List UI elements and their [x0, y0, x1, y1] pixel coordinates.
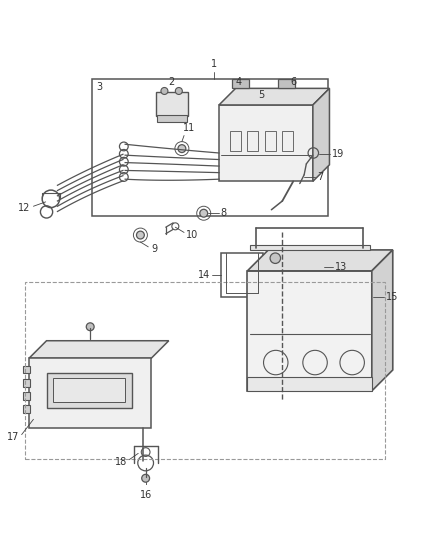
- Bar: [25, 282, 385, 458]
- Circle shape: [200, 209, 208, 217]
- Text: 2: 2: [168, 77, 174, 87]
- Text: 19: 19: [332, 149, 344, 159]
- Circle shape: [178, 144, 186, 152]
- Text: 10: 10: [186, 230, 198, 240]
- Bar: [46, 374, 132, 408]
- Text: 13: 13: [335, 262, 347, 271]
- Bar: [247, 131, 258, 151]
- Circle shape: [161, 87, 168, 94]
- Bar: [232, 79, 249, 88]
- Text: 9: 9: [151, 244, 157, 254]
- Bar: [247, 377, 372, 391]
- Text: 18: 18: [115, 457, 127, 467]
- Polygon shape: [372, 250, 393, 391]
- Bar: [250, 245, 370, 250]
- Text: 14: 14: [198, 270, 210, 280]
- Polygon shape: [313, 88, 329, 181]
- Bar: [278, 79, 294, 88]
- Circle shape: [86, 323, 94, 330]
- Bar: [221, 253, 263, 297]
- Text: 16: 16: [140, 490, 152, 500]
- Text: 3: 3: [96, 82, 102, 92]
- Polygon shape: [29, 341, 169, 358]
- Text: 7: 7: [317, 172, 324, 182]
- Text: 12: 12: [18, 203, 30, 213]
- Polygon shape: [247, 250, 393, 271]
- Polygon shape: [219, 88, 329, 105]
- Text: 4: 4: [236, 77, 242, 87]
- Text: 5: 5: [258, 91, 265, 100]
- Text: 8: 8: [220, 208, 226, 218]
- Bar: [92, 79, 328, 216]
- Circle shape: [142, 474, 150, 482]
- Circle shape: [137, 231, 145, 239]
- Bar: [283, 131, 293, 151]
- Bar: [155, 92, 188, 116]
- Text: 15: 15: [386, 292, 398, 302]
- Polygon shape: [29, 358, 151, 428]
- Bar: [265, 131, 276, 151]
- Text: 17: 17: [7, 432, 19, 442]
- Text: 6: 6: [290, 77, 296, 87]
- Text: 11: 11: [183, 123, 195, 133]
- Text: 1: 1: [211, 59, 217, 69]
- Bar: [230, 131, 241, 151]
- Bar: [22, 379, 30, 386]
- Bar: [247, 271, 372, 391]
- Circle shape: [175, 87, 182, 94]
- Bar: [22, 392, 30, 400]
- Bar: [22, 405, 30, 413]
- Bar: [53, 378, 125, 402]
- Circle shape: [270, 253, 281, 263]
- Bar: [22, 366, 30, 374]
- Bar: [219, 105, 313, 181]
- Bar: [157, 115, 187, 123]
